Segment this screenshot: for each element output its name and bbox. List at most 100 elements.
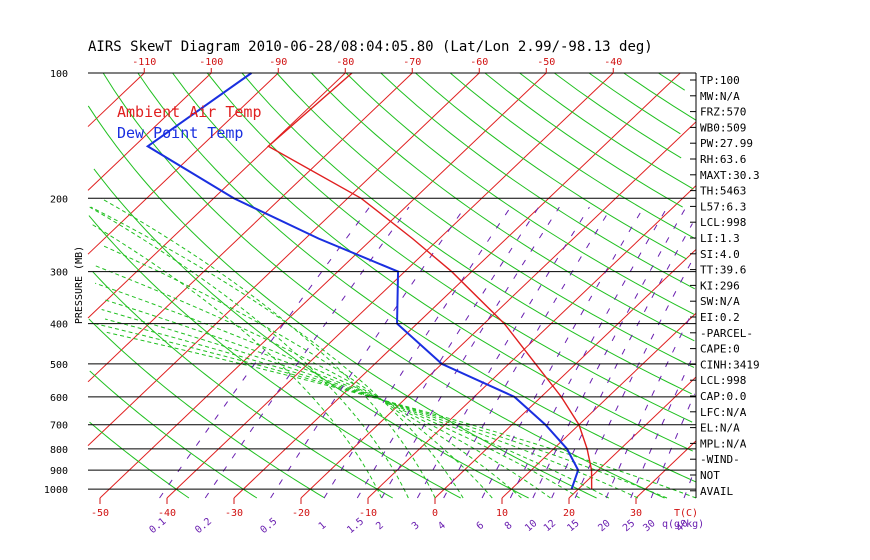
moist-adiabat-line (94, 264, 522, 499)
mixing-ratio-line (551, 223, 693, 499)
series-line (145, 72, 580, 490)
temp-unit-label: T(C) (674, 508, 698, 519)
dry-adiabat-line (449, 72, 696, 240)
dry-adiabat-line (311, 72, 695, 342)
isotherm-line (300, 121, 697, 499)
dry-adiabat-line (658, 72, 685, 91)
dry-adiabat-line (102, 72, 665, 499)
mixing-ratio-line (481, 206, 645, 499)
mixing-ratio-line (416, 206, 590, 499)
stability-index: CAPE:0 (700, 343, 740, 356)
mixing-ratio-line (574, 252, 697, 499)
stability-index: -PARCEL- (700, 327, 753, 340)
mixing-ratio-line (683, 467, 696, 499)
isotherm-line (87, 72, 279, 255)
stability-index: MPL:N/A (700, 437, 747, 450)
pressure-tick-label: 100 (50, 69, 68, 80)
chart-title: AIRS SkewT Diagram 2010-06-28/08:04:05.8… (88, 39, 653, 55)
bottom-temp-tick-label: -30 (225, 508, 243, 519)
mixing-ratio-line (509, 206, 668, 499)
pressure-tick-label: 800 (50, 445, 68, 456)
dry-adiabat-line (93, 168, 529, 499)
stability-index: LCL:998 (700, 374, 746, 387)
isotherm-line (434, 249, 697, 499)
stability-index: PW:27.99 (700, 137, 753, 150)
mixing-ratio-tick-label: 1.5 (345, 516, 366, 536)
moist-adiabat-line (90, 206, 464, 499)
mixing-ratio-tick-label: 3 (410, 520, 422, 532)
mixing-ratio-tick-label: 1 (317, 520, 329, 532)
top-temp-tick-label: -40 (604, 57, 622, 68)
isotherm-line (635, 440, 697, 499)
moist-adiabat-line (102, 245, 493, 499)
stability-index: RH:63.6 (700, 153, 746, 166)
bottom-temp-tick-label: -50 (91, 508, 109, 519)
dry-adiabat-line (92, 271, 393, 499)
moist-adiabat-line (94, 323, 668, 499)
pressure-tick-label: 400 (50, 320, 68, 331)
stability-index: WB0:509 (700, 121, 746, 134)
stability-index: AVAIL (700, 485, 733, 498)
isotherm-line (87, 72, 212, 191)
stability-index: L57:6.3 (700, 200, 746, 213)
stability-index: LFC:N/A (700, 406, 747, 419)
stability-index: LCL:998 (700, 216, 746, 229)
pressure-tick-label: 700 (50, 421, 68, 432)
isotherm-line (166, 72, 614, 499)
dry-adiabat-line (345, 72, 695, 315)
stability-index: MW:N/A (700, 90, 740, 103)
top-temp-tick-label: -100 (199, 57, 223, 68)
mixing-ratio-tick-label: 0.1 (147, 516, 168, 536)
mixing-ratio-tick-label: 30 (641, 518, 657, 534)
pressure-tick-label: 1000 (44, 485, 68, 496)
mixing-ratio-line (323, 206, 512, 499)
top-temp-tick-label: -60 (470, 57, 488, 68)
mixing-ratio-unit-label: q(g/kg) (662, 519, 704, 530)
isotherm-line (233, 72, 681, 499)
mixing-ratio-line (650, 393, 696, 499)
mixing-ratio-tick-label: 20 (596, 518, 612, 534)
isotherm-line (99, 72, 547, 499)
bottom-temp-tick-label: 10 (496, 508, 508, 519)
stability-index: CINH:3419 (700, 358, 760, 371)
dry-adiabat-line (137, 72, 696, 483)
isotherm-line (367, 185, 697, 499)
stability-index: TH:5463 (700, 185, 746, 198)
moist-adiabat-line (94, 282, 551, 499)
grid-layer (87, 72, 697, 499)
bottom-temp-tick-label: -20 (292, 508, 310, 519)
mixing-ratio-line (159, 206, 370, 499)
mixing-ratio-line (204, 206, 410, 499)
y-axis-label: PRESSURE (MB) (74, 246, 85, 324)
stability-index: -WIND- (700, 453, 740, 466)
mixing-ratio-line (443, 206, 612, 499)
dry-adiabat-line (623, 72, 697, 121)
isotherm-line (87, 72, 145, 127)
mixing-ratio-line (630, 352, 696, 499)
dry-adiabat-line (88, 318, 326, 499)
legend-entry: Dew Point Temp (117, 124, 243, 142)
mixing-ratio-tick-label: 8 (503, 520, 515, 532)
stability-indices: TP:100 MW:N/A FRZ:570 WB0:509 PW:27.99 RH:63.… (690, 74, 760, 498)
stability-index: SI:4.0 (700, 248, 740, 261)
dry-adiabat-line (89, 421, 190, 499)
mixing-ratio-tick-label: 6 (475, 520, 487, 532)
dry-adiabat-line (88, 215, 461, 499)
mixing-ratio-line (270, 206, 466, 499)
top-temp-tick-label: -110 (132, 57, 156, 68)
dry-adiabat-line (276, 72, 695, 368)
mixing-ratio-tick-label: 2 (374, 520, 386, 532)
stability-index: EL:N/A (700, 422, 740, 435)
top-temp-tick-label: -80 (336, 57, 354, 68)
stability-index: TP:100 (700, 74, 740, 87)
mixing-ratio-tick-label: 0.2 (193, 516, 214, 536)
legend-entry: Ambient Air Temp (117, 103, 262, 121)
moist-adiabat-line (90, 223, 383, 499)
bottom-temp-tick-label: 20 (563, 508, 575, 519)
pressure-tick-label: 200 (50, 194, 68, 205)
bottom-temp-tick-label: 30 (630, 508, 642, 519)
dry-adiabat-line (380, 72, 695, 290)
moist-adiabat-line (100, 197, 436, 499)
mixing-ratio-tick-label: 25 (621, 518, 637, 534)
stability-index: EI:0.2 (700, 311, 740, 324)
